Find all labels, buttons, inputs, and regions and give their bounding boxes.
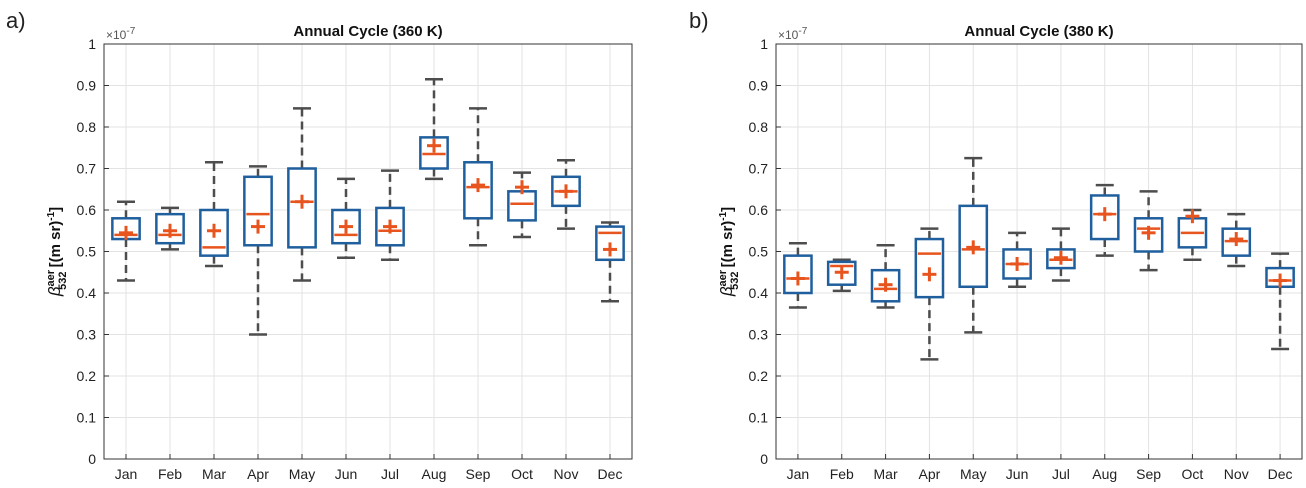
x-tick-label-mar: Mar xyxy=(202,466,226,482)
box-jun xyxy=(1002,231,1032,289)
box-jul xyxy=(375,169,405,262)
y-tick-label: 1 xyxy=(88,36,96,52)
x-tick-label-nov: Nov xyxy=(1224,466,1249,482)
box-dec xyxy=(1265,252,1295,351)
box-dec xyxy=(595,221,625,303)
x-tick-label-nov: Nov xyxy=(554,466,579,482)
y-tick-label: 1 xyxy=(760,36,768,52)
x-tick-label-mar: Mar xyxy=(874,466,898,482)
x-tick-label-jul: Jul xyxy=(381,466,399,482)
y-tick-label: 0 xyxy=(88,451,96,467)
x-tick-label-apr: Apr xyxy=(919,466,941,482)
box-apr xyxy=(243,165,273,336)
box-jul xyxy=(1046,227,1076,282)
x-tick-label-aug: Aug xyxy=(1092,466,1117,482)
x-tick-label-jun: Jun xyxy=(335,466,358,482)
x-tick-label-feb: Feb xyxy=(158,466,182,482)
box-jan xyxy=(783,241,813,309)
box-feb xyxy=(155,206,185,251)
y-tick-label: 0.2 xyxy=(77,368,97,384)
y-axis-label: βaer532 [(m sr)-1] xyxy=(45,207,69,297)
box-sep xyxy=(1133,190,1164,272)
x-tick-label-sep: Sep xyxy=(1136,466,1161,482)
panel-a: a) 0 0.1 0.2 0.3 0.4 0.5 0.6 0.7 0.8 0.9 1 Jan Feb Ma… xyxy=(6,8,633,482)
x-tick-label-sep: Sep xyxy=(466,466,491,482)
y-tick-label: 0.9 xyxy=(77,78,97,94)
box-may xyxy=(287,107,317,282)
box-mar xyxy=(199,161,229,268)
box-aug xyxy=(419,78,449,181)
box-jan xyxy=(111,200,141,282)
panel-label-b: b) xyxy=(689,8,709,33)
box-iqr xyxy=(507,190,537,222)
y-tick-label: 0.8 xyxy=(77,119,97,135)
x-tick-label-oct: Oct xyxy=(1182,466,1204,482)
box-nov xyxy=(1221,212,1252,268)
y-tick-label: 0.1 xyxy=(77,410,97,426)
x-tick-label-may: May xyxy=(289,466,315,482)
chart-title: Annual Cycle (380 K) xyxy=(964,23,1113,40)
box-apr xyxy=(914,227,945,361)
box-aug xyxy=(1089,183,1120,257)
y-tick-label: 0.3 xyxy=(77,327,97,343)
x-tick-label-dec: Dec xyxy=(598,466,623,482)
x-tick-label-oct: Oct xyxy=(511,466,533,482)
x-tick-label-apr: Apr xyxy=(247,466,269,482)
y-tick-label: 0.6 xyxy=(749,202,769,218)
grid-lines xyxy=(104,43,632,460)
x-tick-label-may: May xyxy=(960,466,986,482)
y-axis-label: βaer532 [(m sr)-1] xyxy=(717,207,741,297)
box-oct xyxy=(507,171,537,239)
y-tick-label: 0.4 xyxy=(749,285,769,301)
y-tick-label: 0.7 xyxy=(749,161,769,177)
boxplot-chart-b: 0 0.1 0.2 0.3 0.4 0.5 0.6 0.7 0.8 0.9 1 Jan Feb Mar Ap… xyxy=(717,23,1303,482)
y-tick-label: 0.9 xyxy=(749,78,769,94)
y-tick-label: 0.7 xyxy=(77,161,97,177)
y-tick-label: 0.6 xyxy=(77,202,97,218)
boxplot-chart-a: 0 0.1 0.2 0.3 0.4 0.5 0.6 0.7 0.8 0.9 1 Jan Feb Mar Ap… xyxy=(45,23,633,482)
y-tick-label: 0 xyxy=(760,451,768,467)
box-iqr xyxy=(243,175,273,247)
x-tick-label-jan: Jan xyxy=(787,466,810,482)
box-may xyxy=(958,156,989,334)
y-tick-label: 0.5 xyxy=(77,244,97,260)
panel-b: b) 0 0.1 0.2 0.3 0.4 0.5 0.6 0.7 0.8 0.9 1 Jan Feb Ma… xyxy=(653,0,1306,488)
y-tick-label: 0.5 xyxy=(749,244,769,260)
panel-label-a: a) xyxy=(6,8,26,33)
y-tick-label: 0.1 xyxy=(749,410,769,426)
y-exponent-label: ×10-7 xyxy=(778,26,808,42)
y-tick-label: 0.2 xyxy=(749,368,769,384)
box-sep xyxy=(463,107,493,247)
x-tick-label-dec: Dec xyxy=(1268,466,1293,482)
y-tick-label: 0.8 xyxy=(749,119,769,135)
box-nov xyxy=(551,158,581,230)
x-tick-label-feb: Feb xyxy=(830,466,854,482)
box-jun xyxy=(331,177,361,259)
x-tick-label-aug: Aug xyxy=(422,466,447,482)
x-tick-label-jul: Jul xyxy=(1052,466,1070,482)
y-exponent-label: ×10-7 xyxy=(106,26,136,42)
y-tick-label: 0.4 xyxy=(77,285,97,301)
box-mar xyxy=(870,244,901,309)
x-tick-label-jan: Jan xyxy=(115,466,138,482)
box-oct xyxy=(1177,208,1208,262)
y-tick-label: 0.3 xyxy=(749,327,769,343)
box-feb xyxy=(826,258,857,293)
x-tick-label-jun: Jun xyxy=(1006,466,1029,482)
chart-title: Annual Cycle (360 K) xyxy=(293,23,442,40)
